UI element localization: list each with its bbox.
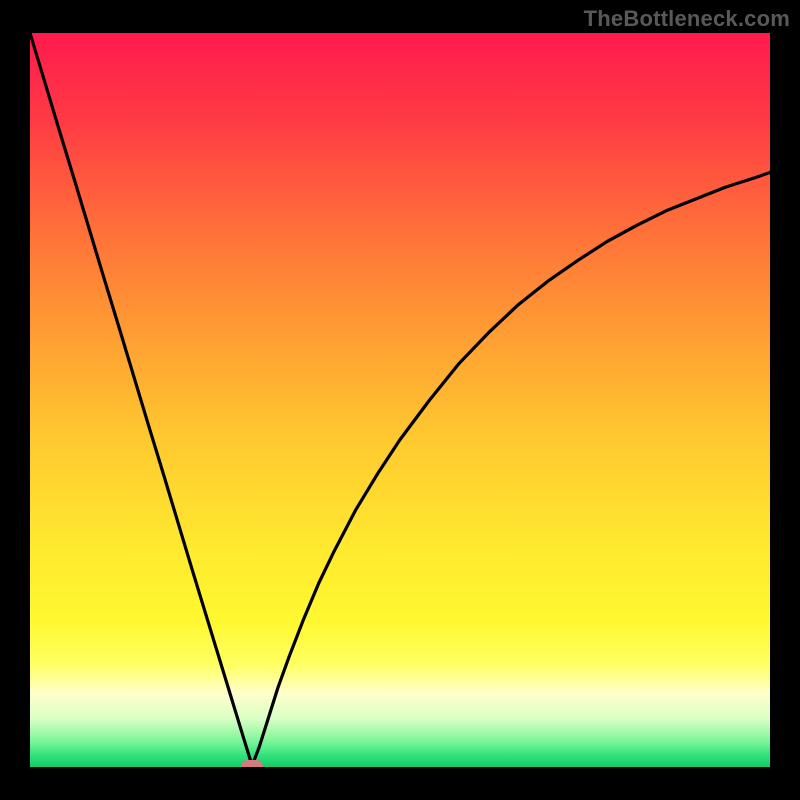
chart-root: TheBottleneck.com — [0, 0, 800, 800]
plot-area — [30, 33, 770, 767]
optimum-marker — [241, 760, 263, 767]
curve-path — [30, 33, 770, 763]
bottleneck-curve — [30, 33, 770, 767]
watermark-text: TheBottleneck.com — [584, 6, 790, 32]
